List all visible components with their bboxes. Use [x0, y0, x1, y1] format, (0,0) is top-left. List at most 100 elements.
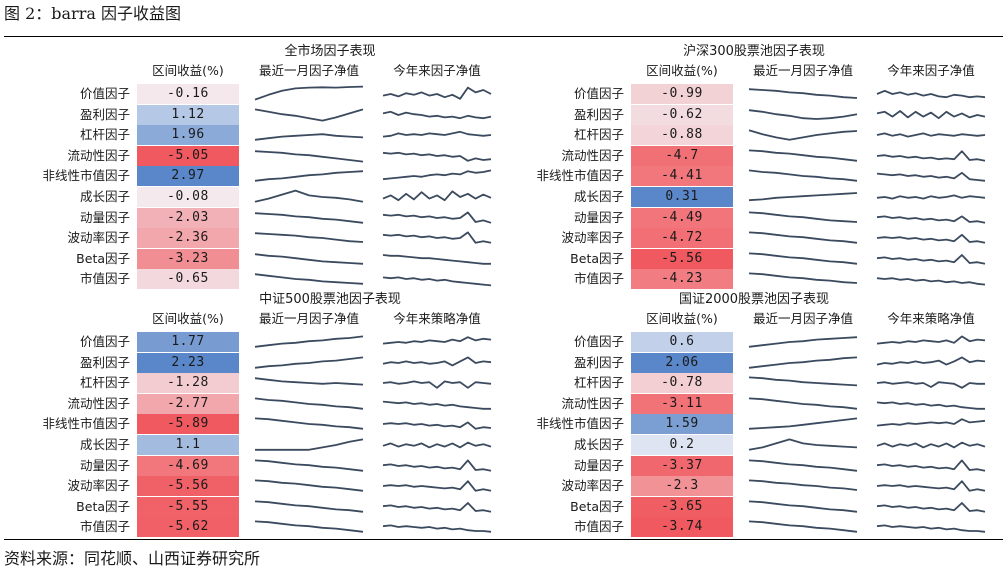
return-cell: 1.12 — [137, 104, 239, 125]
sparkline-path — [382, 86, 492, 100]
ytd-sparkline — [876, 234, 986, 244]
sparkline-path — [382, 421, 492, 431]
return-cell: -2.3 — [631, 476, 733, 497]
ytd-sparkline — [382, 501, 492, 513]
month-sparkline — [748, 500, 858, 513]
month-sparkline — [254, 211, 364, 224]
sparkline-path — [254, 150, 364, 163]
factor-label: 盈利因子 — [573, 106, 624, 122]
factor-label: 波动率因子 — [67, 478, 130, 494]
month-sparkline — [748, 108, 858, 120]
return-cell: 0.2 — [631, 435, 733, 455]
return-cell: -3.37 — [631, 455, 733, 476]
month-sparkline — [748, 252, 858, 265]
factor-label: 成长因子 — [573, 437, 624, 452]
month-sparkline — [748, 356, 858, 369]
ytd-sparkline — [876, 381, 985, 389]
sparkline-path — [748, 211, 858, 223]
column-header: 最近一月因子净值 — [258, 63, 360, 78]
factor-label: 流动性因子 — [67, 395, 130, 411]
sparkline-path — [254, 108, 364, 122]
sparkline-path — [876, 501, 986, 513]
top-rule — [4, 36, 1003, 37]
column-header: 区间收益(%) — [152, 63, 224, 78]
factor-label: 非线性市值因子 — [536, 168, 624, 184]
panel-title: 国证2000股票池因子表现 — [678, 292, 830, 307]
sparkline-path — [255, 438, 364, 451]
ytd-sparkline — [382, 231, 492, 244]
sparkline-path — [254, 520, 364, 534]
sparkline-path — [254, 356, 364, 369]
sparkline-path — [382, 480, 492, 492]
sparkline-path — [254, 397, 364, 410]
month-sparkline — [748, 397, 858, 410]
ytd-sparkline — [876, 215, 986, 224]
sparkline-path — [876, 253, 986, 265]
sparkline-path — [254, 335, 364, 348]
sparkline-path — [748, 417, 858, 431]
ytd-sparkline — [382, 400, 491, 410]
sparkline-path — [876, 215, 986, 224]
month-sparkline — [254, 133, 364, 141]
month-sparkline — [254, 417, 364, 431]
sparkline-path — [748, 500, 858, 513]
sparkline-path — [382, 380, 492, 389]
factor-label: 价值因子 — [79, 334, 130, 349]
ytd-sparkline — [876, 89, 986, 99]
factor-label: 非线性市值因子 — [536, 416, 624, 432]
factor-label: 动量因子 — [573, 457, 624, 473]
sparkline-path — [876, 234, 986, 244]
sparkline-path — [748, 149, 858, 162]
return-cell: -0.65 — [137, 269, 239, 290]
sparkline-path — [254, 500, 364, 513]
sparkline-path — [748, 520, 858, 534]
sparkline-path — [382, 501, 492, 513]
ytd-sparkline — [382, 421, 492, 431]
figure-title: 图 2：barra 因子收益图 — [4, 4, 181, 23]
sparkline-path — [876, 459, 986, 472]
ytd-sparkline — [382, 86, 492, 100]
sparkline-path — [876, 356, 986, 366]
column-header: 今年来因子净值 — [887, 63, 975, 78]
sparkline-path — [382, 131, 492, 138]
return-cell: -0.88 — [631, 125, 733, 146]
month-sparkline — [254, 150, 364, 163]
factor-label: 波动率因子 — [561, 478, 624, 494]
factor-label: 杠杆因子 — [573, 127, 624, 143]
return-cell: -0.99 — [631, 84, 733, 104]
factor-label: 杠杆因子 — [79, 375, 130, 391]
sparkline-path — [254, 253, 364, 265]
sparkline-path — [382, 151, 492, 162]
ytd-sparkline — [876, 132, 986, 138]
factor-label: 非线性市值因子 — [42, 168, 130, 184]
month-sparkline — [748, 272, 858, 285]
month-sparkline — [254, 356, 364, 369]
ytd-sparkline — [382, 480, 492, 492]
sparkline-path — [876, 335, 986, 345]
panel-whole-market: 全市场因子表现 区间收益(%) 最近一月因子净值 今年来因子净值 价值因子 -0.16 盈利… — [0, 40, 500, 290]
sparkline-path — [748, 192, 858, 202]
column-header: 区间收益(%) — [646, 311, 718, 326]
factor-label: 市值因子 — [573, 519, 624, 535]
return-cell: -3.74 — [631, 517, 733, 538]
ytd-sparkline — [382, 459, 492, 472]
column-header: 最近一月因子净值 — [752, 311, 854, 326]
sparkline-path — [748, 438, 858, 451]
sparkline-path — [254, 170, 364, 183]
sparkline-path — [876, 150, 986, 162]
return-cell: -4.41 — [631, 166, 733, 187]
month-sparkline — [748, 520, 858, 534]
return-cell: -0.08 — [137, 187, 239, 207]
ytd-sparkline — [876, 172, 986, 183]
column-header: 今年来策略净值 — [393, 311, 481, 326]
ytd-sparkline — [382, 211, 492, 224]
ytd-sparkline — [876, 194, 986, 200]
sparkline-path — [876, 277, 986, 286]
factor-label: 市值因子 — [79, 271, 130, 287]
sparkline-path — [876, 480, 986, 492]
bottom-rule — [4, 539, 1003, 540]
factor-label: Beta因子 — [76, 498, 130, 514]
factor-label: 流动性因子 — [561, 147, 624, 163]
factor-label: 价值因子 — [573, 86, 624, 101]
return-cell: -2.77 — [137, 393, 239, 414]
